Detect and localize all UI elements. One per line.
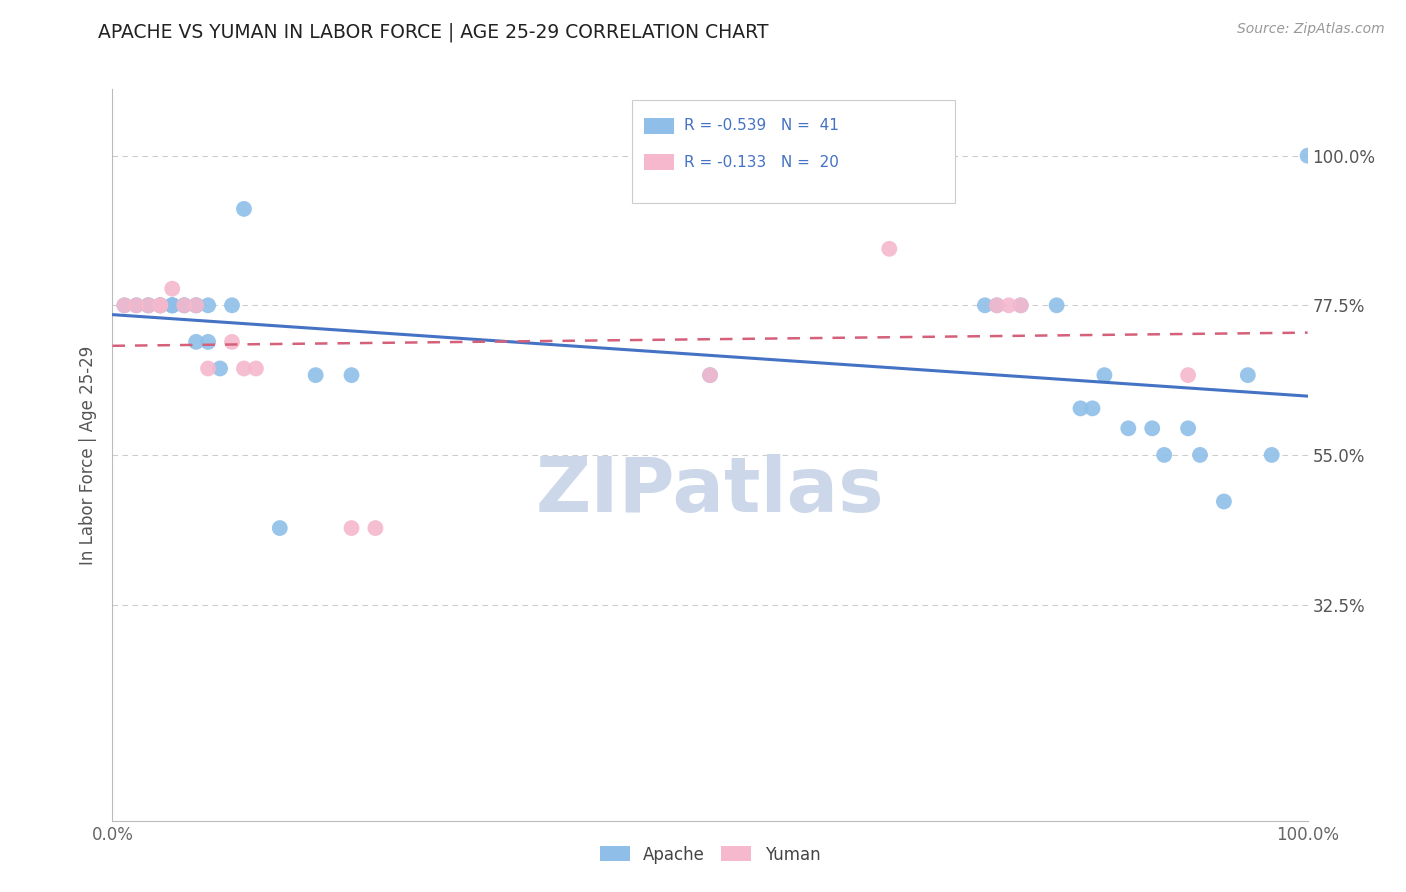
Point bbox=[138, 298, 160, 312]
Point bbox=[1070, 401, 1092, 416]
Point bbox=[269, 521, 291, 535]
Point bbox=[173, 298, 195, 312]
Point bbox=[1010, 298, 1032, 312]
Point bbox=[186, 334, 208, 349]
Point bbox=[149, 298, 172, 312]
Point bbox=[233, 361, 256, 376]
Point bbox=[221, 334, 243, 349]
Point bbox=[186, 298, 208, 312]
Point bbox=[1010, 298, 1032, 312]
Point bbox=[149, 298, 172, 312]
Point bbox=[1142, 421, 1164, 435]
Point bbox=[162, 298, 183, 312]
Text: R = -0.133   N =  20: R = -0.133 N = 20 bbox=[683, 155, 839, 169]
Point bbox=[149, 298, 172, 312]
Text: APACHE VS YUMAN IN LABOR FORCE | AGE 25-29 CORRELATION CHART: APACHE VS YUMAN IN LABOR FORCE | AGE 25-… bbox=[98, 22, 769, 42]
Point bbox=[1046, 298, 1069, 312]
Point bbox=[699, 368, 721, 383]
Point bbox=[149, 298, 172, 312]
Point bbox=[1296, 149, 1319, 163]
Point bbox=[149, 298, 172, 312]
Point bbox=[986, 298, 1008, 312]
Point bbox=[186, 298, 208, 312]
Point bbox=[974, 298, 997, 312]
Text: R = -0.539   N =  41: R = -0.539 N = 41 bbox=[683, 119, 839, 133]
Point bbox=[1237, 368, 1260, 383]
Point bbox=[114, 298, 135, 312]
Point bbox=[138, 298, 160, 312]
Point bbox=[221, 298, 243, 312]
Point bbox=[1153, 448, 1175, 462]
Point bbox=[233, 202, 256, 216]
Point bbox=[1177, 421, 1199, 435]
Point bbox=[197, 361, 219, 376]
Point bbox=[1213, 494, 1236, 508]
Point bbox=[162, 298, 183, 312]
Point bbox=[125, 298, 148, 312]
Bar bbox=[644, 118, 675, 134]
Point bbox=[998, 298, 1021, 312]
Y-axis label: In Labor Force | Age 25-29: In Labor Force | Age 25-29 bbox=[79, 345, 97, 565]
Text: ZIPatlas: ZIPatlas bbox=[536, 455, 884, 528]
Point bbox=[125, 298, 148, 312]
Point bbox=[173, 298, 195, 312]
Point bbox=[245, 361, 267, 376]
Point bbox=[138, 298, 160, 312]
Point bbox=[1261, 448, 1284, 462]
Point bbox=[186, 298, 208, 312]
Point bbox=[879, 242, 901, 256]
Point bbox=[1094, 368, 1116, 383]
Point bbox=[162, 298, 183, 312]
Point bbox=[305, 368, 328, 383]
Point bbox=[1177, 368, 1199, 383]
Point bbox=[173, 298, 195, 312]
Point bbox=[986, 298, 1008, 312]
Point bbox=[162, 298, 183, 312]
Point bbox=[1118, 421, 1140, 435]
Point bbox=[197, 298, 219, 312]
Point bbox=[699, 368, 721, 383]
Point bbox=[364, 521, 387, 535]
Point bbox=[209, 361, 232, 376]
Legend: Apache, Yuman: Apache, Yuman bbox=[599, 846, 821, 863]
Point bbox=[162, 282, 183, 296]
Point bbox=[1189, 448, 1212, 462]
Point bbox=[1081, 401, 1104, 416]
Point bbox=[340, 521, 363, 535]
Bar bbox=[633, 100, 955, 202]
Point bbox=[114, 298, 135, 312]
Point bbox=[197, 334, 219, 349]
Text: Source: ZipAtlas.com: Source: ZipAtlas.com bbox=[1237, 22, 1385, 37]
Point bbox=[340, 368, 363, 383]
Bar bbox=[644, 154, 675, 170]
